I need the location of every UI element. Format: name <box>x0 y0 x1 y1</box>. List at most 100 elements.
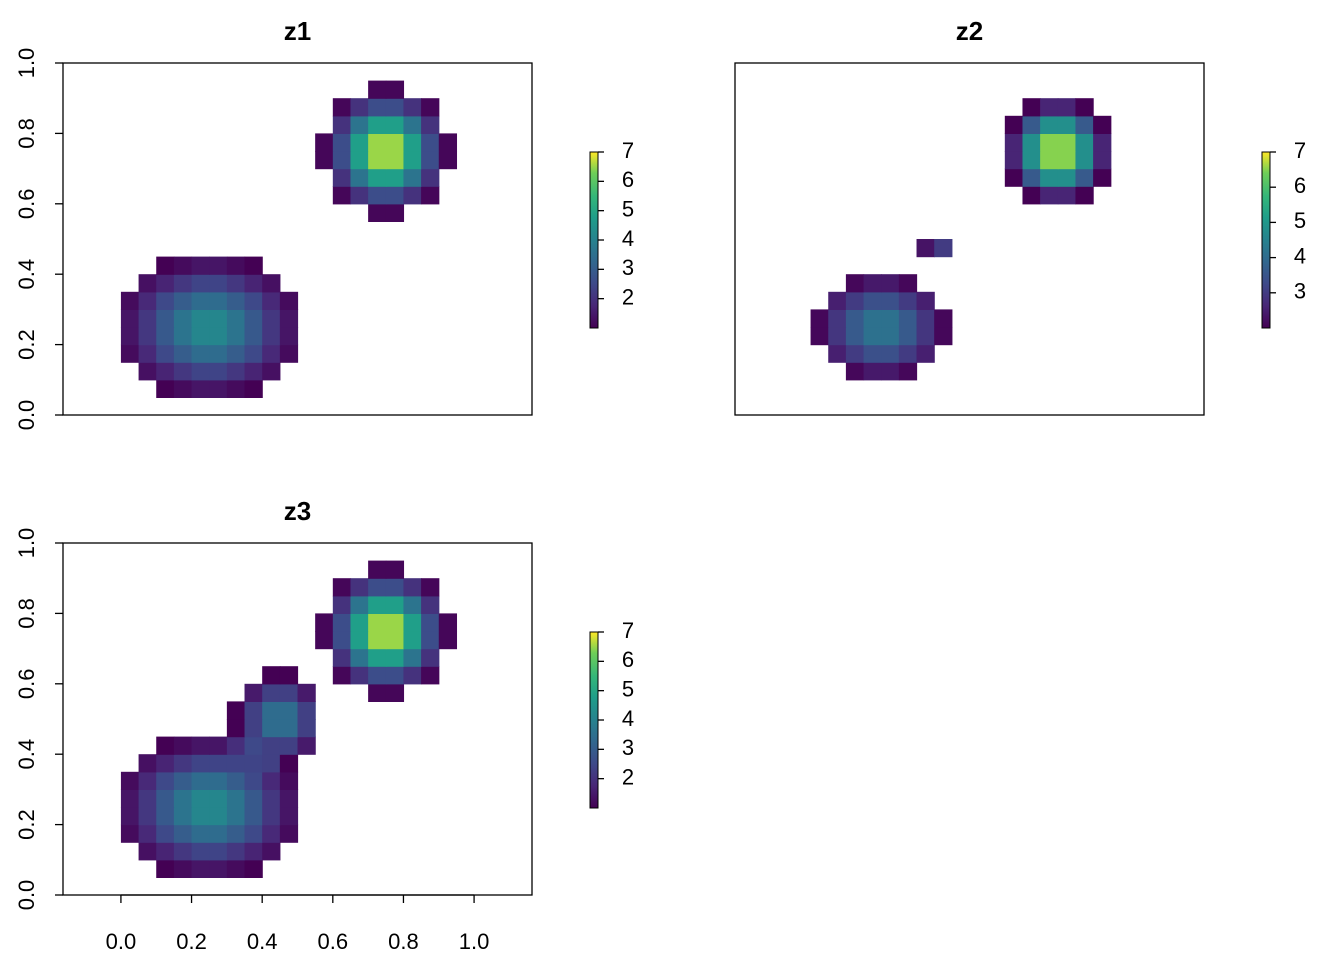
x-tick-label: 0.8 <box>388 929 419 954</box>
raster-cell <box>350 168 369 187</box>
raster-cell <box>191 771 210 790</box>
raster-cell <box>1075 151 1094 170</box>
raster-cell <box>173 771 193 790</box>
raster-cell <box>403 98 422 117</box>
y-tick-label: 0.2 <box>14 809 39 840</box>
raster-cell <box>898 362 918 381</box>
raster-cell <box>315 133 334 152</box>
raster-cell <box>191 327 210 346</box>
raster-cell <box>191 291 210 310</box>
raster-cell <box>863 344 882 363</box>
raster-cell <box>279 736 299 755</box>
raster-cell <box>1057 186 1077 205</box>
raster-cell <box>173 789 193 808</box>
colorbar-label: 4 <box>1294 243 1306 268</box>
raster-cell <box>368 648 387 667</box>
raster-cell <box>209 736 228 755</box>
raster-cell <box>262 701 281 720</box>
raster-cell <box>368 666 387 685</box>
raster-cell <box>828 327 847 346</box>
raster-cell <box>385 186 405 205</box>
raster-cell <box>262 807 281 826</box>
colorbar <box>589 151 599 329</box>
raster-cell <box>262 771 281 790</box>
raster-cell <box>138 327 157 346</box>
raster-cell <box>138 274 157 293</box>
raster-cell <box>385 560 405 579</box>
raster-cell <box>403 666 422 685</box>
raster-cell <box>173 274 193 293</box>
raster-cell <box>138 807 157 826</box>
raster-cell <box>244 842 263 861</box>
raster-cell <box>315 613 334 632</box>
raster-cell <box>226 824 246 843</box>
y-tick-label: 0.8 <box>14 598 39 629</box>
raster-cell <box>368 613 387 632</box>
raster-cell <box>138 309 157 328</box>
y-tick-label: 1.0 <box>14 528 39 559</box>
raster-cell <box>828 291 847 310</box>
raster-cell <box>279 754 299 773</box>
raster-cell <box>881 291 900 310</box>
raster-cell <box>421 98 440 117</box>
raster-cell <box>156 754 175 773</box>
raster-cell <box>421 578 440 597</box>
raster-cell <box>385 203 405 222</box>
x-tick-label: 1.0 <box>459 929 490 954</box>
colorbar <box>589 631 599 809</box>
raster-cell <box>226 327 246 346</box>
raster-cell <box>898 291 918 310</box>
raster-cell <box>120 824 140 843</box>
raster-cell <box>350 151 369 170</box>
raster-cell <box>368 151 387 170</box>
raster-cell <box>1040 151 1059 170</box>
raster-cell <box>350 578 369 597</box>
raster-cell <box>385 578 405 597</box>
raster-cell <box>1022 115 1041 134</box>
raster-cell <box>421 115 440 134</box>
raster-cell <box>191 859 210 878</box>
raster-cell <box>209 362 228 381</box>
raster-cell <box>209 309 228 328</box>
raster-cell <box>863 274 882 293</box>
raster-cell <box>120 309 140 328</box>
raster-cell <box>368 98 387 117</box>
raster-cell <box>191 736 210 755</box>
y-tick-label: 0.0 <box>14 400 39 431</box>
raster-cell <box>226 344 246 363</box>
raster-cell <box>332 168 352 187</box>
raster-cell <box>279 309 299 328</box>
raster-cell <box>385 666 405 685</box>
colorbar-label: 2 <box>622 284 634 309</box>
raster-cell <box>173 807 193 826</box>
raster-cell <box>226 362 246 381</box>
raster-cell <box>881 274 900 293</box>
raster-cell <box>898 274 918 293</box>
raster-cell <box>350 115 369 134</box>
raster-cell <box>1075 98 1094 117</box>
raster-cell <box>438 151 458 170</box>
raster-cell <box>173 256 193 275</box>
raster-cell <box>226 309 246 328</box>
raster-cell <box>173 344 193 363</box>
raster-cell <box>120 789 140 808</box>
raster-cell <box>385 648 405 667</box>
raster-cell <box>120 807 140 826</box>
raster-cell <box>191 309 210 328</box>
raster-cell <box>1004 133 1024 152</box>
raster-cell <box>209 859 228 878</box>
raster-cell <box>350 595 369 614</box>
plot-frame <box>734 62 1205 416</box>
raster-cell <box>385 683 405 702</box>
raster-cell <box>209 291 228 310</box>
raster-cell <box>244 771 263 790</box>
raster-cell <box>138 754 157 773</box>
raster-cell <box>350 186 369 205</box>
raster-cell <box>226 789 246 808</box>
x-tick-label: 0.0 <box>106 929 137 954</box>
raster-cell <box>368 186 387 205</box>
raster-cell <box>156 327 175 346</box>
raster-cell <box>262 666 281 685</box>
